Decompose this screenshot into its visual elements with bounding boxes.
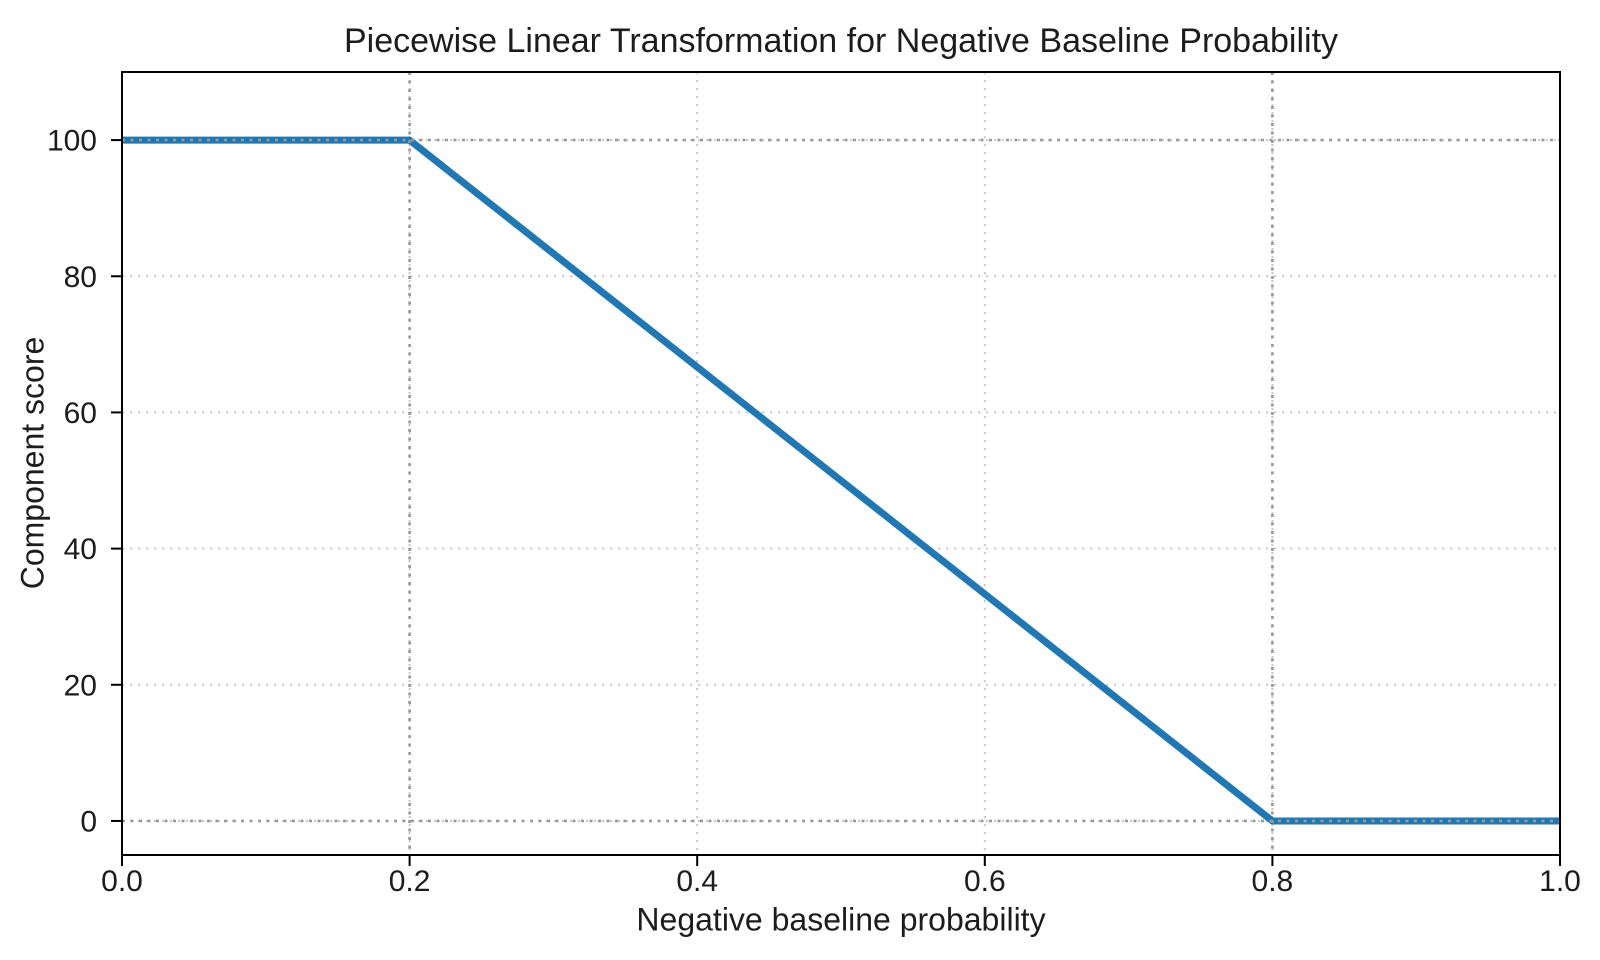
y-tick-label: 40 bbox=[64, 533, 97, 566]
x-tick-label: 0.2 bbox=[389, 865, 431, 898]
x-axis-label: Negative baseline probability bbox=[636, 901, 1046, 938]
x-tick-label: 1.0 bbox=[1539, 865, 1581, 898]
x-tick-label: 0.6 bbox=[964, 865, 1006, 898]
data-line bbox=[122, 136, 1560, 825]
y-tick-label: 60 bbox=[64, 397, 97, 430]
x-tick-label: 0.0 bbox=[101, 865, 143, 898]
y-tick-label: 80 bbox=[64, 261, 97, 294]
x-tick-label: 0.8 bbox=[1252, 865, 1294, 898]
x-tick-label: 0.4 bbox=[676, 865, 718, 898]
y-tick-label: 0 bbox=[80, 805, 97, 838]
y-tick-label: 100 bbox=[47, 125, 97, 158]
chart-title: Piecewise Linear Transformation for Nega… bbox=[343, 22, 1339, 60]
y-tick-label: 20 bbox=[64, 669, 97, 702]
plot-border bbox=[121, 71, 1561, 856]
